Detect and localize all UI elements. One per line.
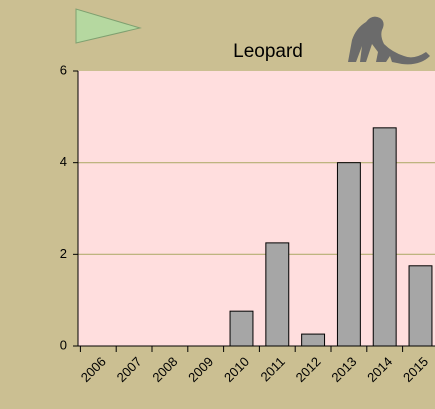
bar [336,162,361,347]
play-icon [75,8,142,44]
y-tick-label: 0 [60,337,67,352]
y-tick-label: 6 [60,62,67,77]
bar [408,265,433,347]
bar [372,127,397,347]
y-tick-label: 4 [60,154,67,169]
chart-title: Leopard [233,41,303,62]
leopard-icon [348,16,430,65]
bar [301,333,326,347]
bar [229,310,254,347]
bar [265,242,290,347]
y-tick-label: 2 [60,246,67,261]
